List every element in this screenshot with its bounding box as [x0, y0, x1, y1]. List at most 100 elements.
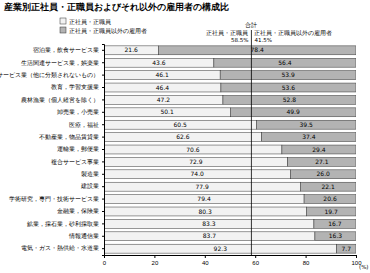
data-label: 49.9	[286, 108, 300, 115]
tick-mark	[102, 62, 104, 63]
tick-mark	[102, 75, 104, 76]
bar	[315, 232, 356, 241]
bar	[314, 219, 356, 228]
tick-mark	[102, 223, 104, 224]
total-value: 41.5%	[254, 37, 271, 43]
total-line	[251, 44, 252, 255]
x-tick: 80	[303, 255, 310, 266]
y-tick: 情報通信業	[68, 233, 104, 239]
bar	[306, 207, 356, 216]
tick-mark	[102, 186, 104, 187]
chart: 産業別正社員・正職員およびそれ以外の雇用者の構成比21.678.443.656.…	[0, 0, 370, 273]
bar	[288, 157, 356, 166]
bar	[104, 95, 223, 104]
data-label: 43.6	[152, 59, 166, 66]
y-tick: 農林漁業（個人経営を除く）	[21, 97, 104, 104]
data-label: 72.9	[189, 158, 203, 165]
data-label: 56.4	[278, 59, 292, 66]
data-label: 47.2	[157, 96, 171, 103]
tick-label: 製造業	[81, 171, 99, 177]
tick-label: 情報通信業	[68, 233, 99, 239]
tick-mark	[154, 255, 155, 258]
data-label: 60.5	[174, 121, 188, 128]
bar	[300, 182, 356, 191]
bar	[104, 58, 214, 67]
total-name: 正社員・正職員以外の雇用者	[254, 29, 332, 36]
data-label: 46.1	[155, 71, 169, 78]
legend-item: 正社員・正職員以外の雇用者	[60, 27, 147, 34]
y-tick: 製造業	[81, 171, 104, 177]
data-label: 37.4	[302, 133, 316, 140]
data-label: 19.7	[324, 208, 338, 215]
x-axis: 020406080100	[103, 255, 362, 266]
bar	[158, 46, 356, 55]
bar	[230, 108, 356, 117]
tick-label: 複合サービス事業	[51, 159, 99, 165]
data-label: 29.4	[312, 146, 326, 153]
x-tick: 0	[103, 255, 107, 266]
tick-label: 医療，福祉	[69, 120, 99, 127]
tick-mark	[306, 255, 307, 258]
bar	[220, 71, 356, 80]
bar	[223, 95, 356, 104]
data-label: 53.6	[282, 84, 296, 91]
plot: 21.678.443.656.446.153.946.453.647.252.8…	[0, 21, 362, 266]
legend-item: 正社員・正職員	[60, 18, 111, 25]
bar	[104, 244, 337, 253]
y-tick: 電気・ガス・熱供給・水道業	[21, 245, 104, 251]
tick-label: 生活関連サービス業，娯楽業	[21, 60, 99, 66]
y-tick: 運輸業，郵便業	[57, 146, 104, 152]
legend-swatch	[60, 18, 66, 24]
data-label: 27.1	[315, 158, 329, 165]
data-label: 21.6	[125, 46, 139, 53]
data-label: 22.1	[321, 183, 335, 190]
tick-label: 20	[152, 260, 159, 266]
data-label: 77.9	[195, 183, 209, 190]
y-tick: 不動産業，物品賃貸業	[39, 133, 104, 141]
tick-mark	[356, 255, 357, 258]
bar	[104, 46, 158, 55]
bar	[104, 120, 256, 129]
y-tick: 教育，学習支援業	[51, 83, 104, 90]
data-labels: 21.678.443.656.446.153.946.453.647.252.8…	[125, 46, 352, 251]
legend-label: 正社員・正職員以外の雇用者	[69, 27, 147, 34]
bar	[262, 133, 356, 142]
tick-label: 40	[202, 260, 209, 266]
y-tick: 生活関連サービス業，娯楽業	[21, 60, 104, 66]
bar	[104, 145, 282, 154]
tick-mark	[102, 248, 104, 249]
tick-label: 卸売業，小売業	[57, 109, 99, 115]
tick-mark	[102, 124, 104, 125]
data-label: 39.5	[300, 121, 314, 128]
tick-label: 建設業	[80, 183, 99, 189]
bar	[104, 182, 300, 191]
bar	[104, 207, 306, 216]
y-tick: 医療，福祉	[69, 120, 104, 127]
bar	[104, 133, 262, 142]
y-axis: 宿泊業，飲食サービス業生活関連サービス業，娯楽業サービス業（他に分類されないもの…	[0, 45, 105, 256]
tick-mark	[102, 112, 104, 113]
data-label: 92.3	[214, 245, 228, 252]
tick-label: 宿泊業，飲食サービス業	[33, 46, 99, 53]
tick-label: 60	[252, 260, 259, 266]
tick-mark	[102, 137, 104, 138]
data-label: 70.6	[186, 146, 200, 153]
bar	[104, 170, 290, 179]
bar	[104, 71, 220, 80]
y-tick: 金融業，保険業	[57, 208, 104, 214]
tick-label: 金融業，保険業	[57, 208, 99, 214]
tick-label: 不動産業，物品賃貸業	[39, 133, 99, 141]
y-tick: 学術研究，専門・技術サービス業	[9, 195, 104, 202]
data-label: 16.7	[328, 220, 342, 227]
tick-mark	[102, 174, 104, 175]
title: 産業別正社員・正職員およびそれ以外の雇用者の構成比	[3, 2, 229, 12]
data-label: 52.8	[283, 96, 297, 103]
bar	[214, 58, 356, 67]
total-line	[251, 30, 252, 44]
bar	[104, 157, 288, 166]
data-label: 74.0	[191, 170, 205, 177]
data-label: 7.7	[342, 245, 352, 252]
bar	[104, 108, 230, 117]
tick-mark	[102, 199, 104, 200]
data-label: 83.7	[203, 232, 217, 239]
